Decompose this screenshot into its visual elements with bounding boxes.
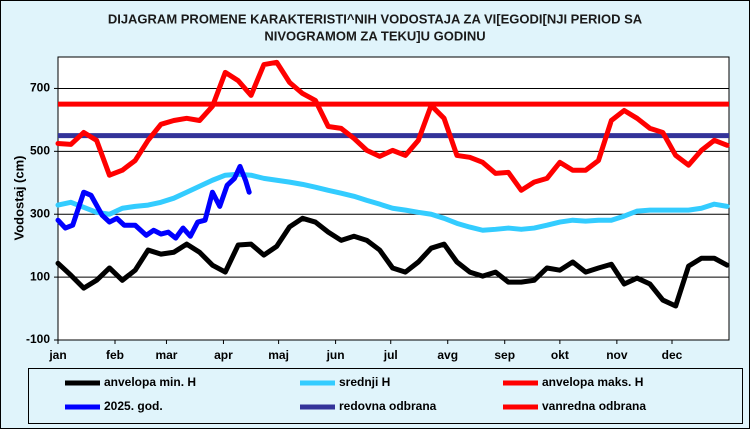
- legend-label: anvelopa min. H: [104, 375, 196, 389]
- chart-title: DIJAGRAM PROMENE KARAKTERISTI^NIH VODOST…: [108, 11, 643, 26]
- series-line: [55, 215, 730, 309]
- series-line: [55, 59, 730, 193]
- y-tick-label: -100: [26, 332, 50, 346]
- legend-label: 2025. god.: [104, 399, 163, 413]
- x-tick-label: avg: [437, 348, 458, 362]
- legend-label: vanredna odbrana: [542, 399, 646, 413]
- x-tick-label: apr: [214, 348, 233, 362]
- y-tick-label: 100: [30, 269, 50, 283]
- legend-label: redovna odbrana: [339, 399, 437, 413]
- x-tick-label: dec: [662, 348, 683, 362]
- y-tick-label: 500: [30, 144, 50, 158]
- x-tick-label: feb: [106, 348, 124, 362]
- x-tick-label: jun: [326, 348, 345, 362]
- legend-label: srednji H: [339, 375, 390, 389]
- x-tick-label: sep: [494, 348, 515, 362]
- x-tick-label: okt: [551, 348, 569, 362]
- y-axis-label: Vodostaj (cm): [11, 156, 26, 241]
- chart-title: NIVOGRAMOM ZA TEKU]U GODINU: [264, 28, 485, 43]
- legend: [28, 368, 743, 424]
- x-tick-label: mar: [155, 348, 177, 362]
- y-tick-label: 300: [30, 206, 50, 220]
- x-tick-label: jul: [383, 348, 398, 362]
- x-tick-label: jan: [48, 348, 66, 362]
- x-tick-label: nov: [606, 348, 628, 362]
- y-tick-label: 700: [30, 81, 50, 95]
- plot-area: [57, 56, 730, 341]
- series-line: [55, 163, 252, 241]
- x-tick-label: maj: [268, 348, 289, 362]
- legend-label: anvelopa maks. H: [542, 375, 643, 389]
- series-line: [55, 171, 730, 233]
